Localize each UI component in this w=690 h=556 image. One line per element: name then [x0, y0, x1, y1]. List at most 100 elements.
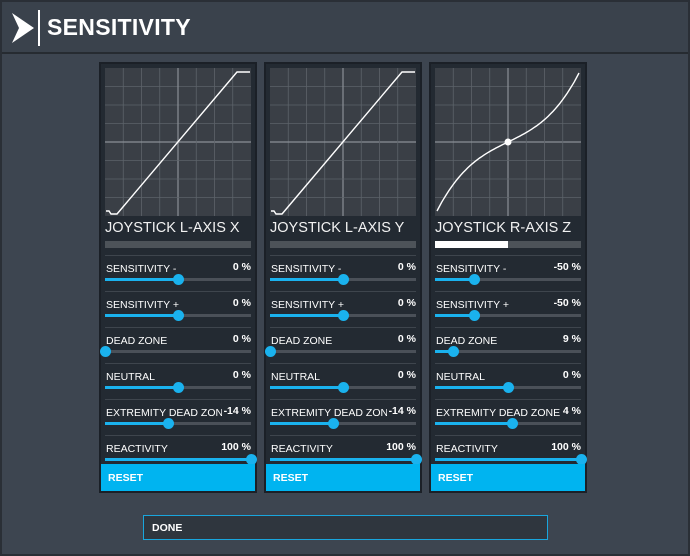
- slider-thumb[interactable]: [507, 418, 519, 429]
- setting-label: SENSITIVITY -: [106, 263, 177, 275]
- axis-name: JOYSTICK R-AXIS Z: [435, 220, 572, 236]
- reset-button[interactable]: RESET: [266, 464, 420, 491]
- setting-dead-zone: DEAD ZONE 9 %: [431, 327, 585, 363]
- setting-label: SENSITIVITY -: [271, 263, 342, 275]
- slider-track[interactable]: [105, 454, 257, 465]
- axis-panel-l-axis-x: JOYSTICK L-AXIS X SENSITIVITY - 0 % SENS…: [99, 62, 257, 493]
- setting-label: DEAD ZONE: [271, 335, 333, 347]
- setting-value: 100 %: [219, 441, 251, 453]
- slider-thumb[interactable]: [173, 274, 184, 285]
- setting-reactivity: REACTIVITY 100 %: [266, 435, 422, 471]
- slider-track[interactable]: [105, 274, 251, 285]
- setting-value: 0 %: [560, 369, 581, 381]
- sensitivity-curve-graph: [435, 68, 581, 216]
- sensitivity-curve: [106, 71, 250, 215]
- header-bar: SENSITIVITY: [2, 2, 688, 54]
- slider-track[interactable]: [265, 346, 416, 357]
- slider-thumb[interactable]: [469, 274, 481, 285]
- slider-thumb[interactable]: [327, 418, 339, 429]
- axis-name: JOYSTICK L-AXIS Y: [270, 220, 405, 236]
- setting-value: 0 %: [395, 297, 416, 309]
- slider-track[interactable]: [105, 310, 251, 321]
- sensitivity-curve-graph: [105, 68, 251, 216]
- setting-dead-zone: DEAD ZONE 0 %: [265, 327, 420, 363]
- slider-thumb[interactable]: [265, 346, 276, 357]
- setting-label: REACTIVITY: [106, 443, 168, 455]
- setting-label: DEAD ZONE: [106, 335, 168, 347]
- slider-track[interactable]: [270, 454, 422, 465]
- axis-panel-r-axis-z: JOYSTICK R-AXIS Z SENSITIVITY - -50 % SE…: [429, 62, 587, 493]
- slider-thumb[interactable]: [162, 418, 174, 429]
- done-button[interactable]: DONE: [143, 515, 548, 540]
- setting-label: SENSITIVITY +: [271, 299, 345, 311]
- slider-track[interactable]: [105, 418, 251, 429]
- header-divider: [38, 10, 40, 46]
- axis-input-meter: [105, 241, 251, 248]
- axis-panel-l-axis-y: JOYSTICK L-AXIS Y SENSITIVITY - 0 % SENS…: [264, 62, 422, 493]
- setting-value: -14 %: [386, 405, 416, 417]
- axis-input-meter: [270, 241, 416, 248]
- reset-button[interactable]: RESET: [431, 464, 585, 491]
- slider-thumb[interactable]: [100, 346, 111, 357]
- slider-thumb[interactable]: [173, 382, 184, 393]
- slider-thumb[interactable]: [411, 454, 422, 465]
- setting-value: 0 %: [230, 261, 251, 273]
- setting-value: 4 %: [560, 405, 581, 417]
- slider-thumb[interactable]: [246, 454, 257, 465]
- setting-label: REACTIVITY: [436, 443, 498, 455]
- setting-value: -50 %: [551, 261, 581, 273]
- slider-track[interactable]: [270, 310, 416, 321]
- slider-track[interactable]: [435, 346, 581, 357]
- setting-label: SENSITIVITY +: [436, 299, 510, 311]
- slider-track[interactable]: [270, 382, 416, 393]
- slider-thumb[interactable]: [503, 382, 514, 393]
- slider-track[interactable]: [105, 382, 251, 393]
- setting-sensitivity-plus: SENSITIVITY + 0 %: [266, 291, 420, 327]
- setting-sensitivity-minus: SENSITIVITY - 0 %: [266, 255, 420, 291]
- setting-neutral: NEUTRAL 0 %: [266, 363, 420, 399]
- setting-label: NEUTRAL: [436, 371, 486, 383]
- setting-label: EXTREMITY DEAD ZONE: [436, 407, 561, 419]
- slider-thumb[interactable]: [338, 310, 349, 321]
- setting-extremity-dead-zone: EXTREMITY DEAD ZONE -14 %: [266, 399, 420, 435]
- slider-thumb[interactable]: [576, 454, 587, 465]
- slider-thumb[interactable]: [447, 346, 459, 357]
- sensitivity-curve-graph: [270, 68, 416, 216]
- setting-extremity-dead-zone: EXTREMITY DEAD ZONE -14 %: [101, 399, 255, 435]
- setting-value: 100 %: [384, 441, 416, 453]
- slider-thumb[interactable]: [338, 274, 349, 285]
- slider-thumb[interactable]: [338, 382, 349, 393]
- curve-position-dot: [504, 138, 512, 146]
- slider-track[interactable]: [435, 454, 587, 465]
- page-title: SENSITIVITY: [47, 14, 191, 40]
- axis-input-meter: [435, 241, 581, 248]
- setting-value: 0 %: [230, 333, 251, 345]
- setting-sensitivity-minus: SENSITIVITY - -50 %: [431, 255, 585, 291]
- setting-value: 0 %: [230, 369, 251, 381]
- slider-track[interactable]: [270, 418, 416, 429]
- setting-label: EXTREMITY DEAD ZONE: [271, 407, 396, 419]
- setting-label: NEUTRAL: [106, 371, 156, 383]
- setting-reactivity: REACTIVITY 100 %: [101, 435, 257, 471]
- setting-value: 0 %: [395, 261, 416, 273]
- axis-name: JOYSTICK L-AXIS X: [105, 220, 240, 236]
- back-arrow-icon[interactable]: [10, 11, 36, 45]
- setting-neutral: NEUTRAL 0 %: [431, 363, 585, 399]
- slider-thumb[interactable]: [173, 310, 184, 321]
- setting-sensitivity-minus: SENSITIVITY - 0 %: [101, 255, 255, 291]
- slider-track[interactable]: [270, 274, 416, 285]
- setting-extremity-dead-zone: EXTREMITY DEAD ZONE 4 %: [431, 399, 585, 435]
- slider-track[interactable]: [435, 418, 581, 429]
- slider-track[interactable]: [435, 382, 581, 393]
- reset-button[interactable]: RESET: [101, 464, 255, 491]
- slider-track[interactable]: [435, 274, 581, 285]
- setting-sensitivity-plus: SENSITIVITY + 0 %: [101, 291, 255, 327]
- setting-label: DEAD ZONE: [436, 335, 498, 347]
- slider-track[interactable]: [100, 346, 251, 357]
- slider-thumb[interactable]: [469, 310, 481, 321]
- slider-track[interactable]: [435, 310, 581, 321]
- setting-label: REACTIVITY: [271, 443, 333, 455]
- setting-label: NEUTRAL: [271, 371, 321, 383]
- setting-dead-zone: DEAD ZONE 0 %: [100, 327, 255, 363]
